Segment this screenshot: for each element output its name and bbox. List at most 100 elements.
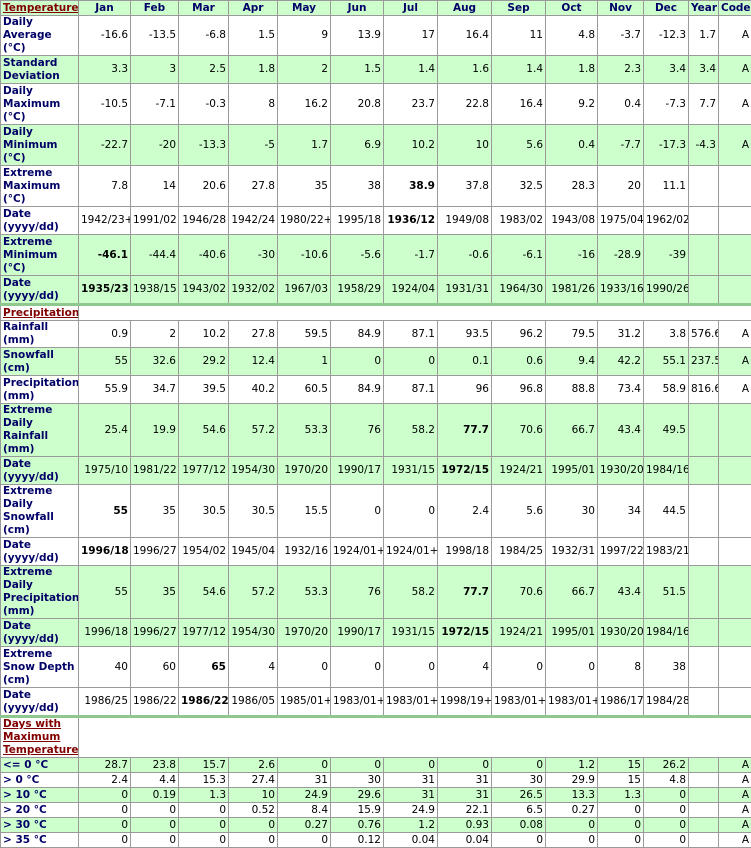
code-cell: [719, 404, 751, 457]
row-label: > 35 °C: [1, 833, 79, 848]
value-cell: -6.1: [492, 235, 546, 276]
row-label: Date (yyyy/dd): [1, 276, 79, 305]
value-cell: 1970/20: [278, 619, 331, 647]
value-cell: 1.2: [384, 818, 438, 833]
value-cell: [689, 833, 719, 848]
value-cell: 1990/17: [331, 619, 384, 647]
value-cell: 31: [384, 788, 438, 803]
value-cell: 77.7: [438, 404, 492, 457]
value-cell: 16.4: [492, 84, 546, 125]
value-cell: 1943/08: [546, 207, 598, 235]
value-cell: -30: [229, 235, 278, 276]
value-cell: 0: [331, 485, 384, 538]
value-cell: 66.7: [546, 566, 598, 619]
code-cell: A: [719, 818, 751, 833]
value-cell: 0: [79, 818, 131, 833]
section-filler: [79, 305, 751, 321]
value-cell: 27.8: [229, 321, 278, 348]
value-cell: 54.6: [179, 566, 229, 619]
value-cell: 0.4: [598, 84, 644, 125]
value-cell: [689, 773, 719, 788]
value-cell: 31.2: [598, 321, 644, 348]
row-label: Daily Maximum (°C): [1, 84, 79, 125]
value-cell: -16: [546, 235, 598, 276]
value-cell: [689, 235, 719, 276]
value-cell: 0: [229, 833, 278, 848]
value-cell: 20: [598, 166, 644, 207]
value-cell: 4: [229, 647, 278, 688]
row-label: > 10 °C: [1, 788, 79, 803]
value-cell: 0: [384, 647, 438, 688]
value-cell: 0.4: [546, 125, 598, 166]
value-cell: 10: [229, 788, 278, 803]
value-cell: 7.8: [79, 166, 131, 207]
value-cell: 8: [598, 647, 644, 688]
value-cell: 37.8: [438, 166, 492, 207]
code-cell: [719, 688, 751, 717]
value-cell: 79.5: [546, 321, 598, 348]
value-cell: 1946/28: [179, 207, 229, 235]
value-cell: 0: [179, 803, 229, 818]
value-cell: 20.8: [331, 84, 384, 125]
value-cell: 20.6: [179, 166, 229, 207]
code-cell: [719, 457, 751, 485]
value-cell: 1972/15: [438, 619, 492, 647]
column-header: Nov: [598, 1, 644, 16]
value-cell: 5.6: [492, 485, 546, 538]
value-cell: 1924/01+: [331, 538, 384, 566]
code-cell: A: [719, 125, 751, 166]
value-cell: 4: [438, 647, 492, 688]
value-cell: 1984/16: [644, 619, 689, 647]
code-cell: A: [719, 56, 751, 84]
value-cell: [689, 788, 719, 803]
value-cell: [689, 485, 719, 538]
value-cell: -28.9: [598, 235, 644, 276]
value-cell: 55: [79, 566, 131, 619]
value-cell: 55: [79, 348, 131, 376]
value-cell: 60: [131, 647, 179, 688]
value-cell: 0: [278, 758, 331, 773]
value-cell: 31: [384, 773, 438, 788]
row-label: > 30 °C: [1, 818, 79, 833]
value-cell: 38: [331, 166, 384, 207]
value-cell: 96.2: [492, 321, 546, 348]
value-cell: 0: [644, 803, 689, 818]
value-cell: 55: [79, 485, 131, 538]
code-cell: A: [719, 348, 751, 376]
record-value: 1996/18: [81, 545, 129, 557]
value-cell: 32.5: [492, 166, 546, 207]
value-cell: 1997/22: [598, 538, 644, 566]
row-label: Extreme Daily Rainfall (mm): [1, 404, 79, 457]
column-header: Sep: [492, 1, 546, 16]
value-cell: 57.2: [229, 566, 278, 619]
value-cell: -5: [229, 125, 278, 166]
value-cell: 23.7: [384, 84, 438, 125]
value-cell: 3.3: [79, 56, 131, 84]
value-cell: 0: [644, 818, 689, 833]
value-cell: 1.3: [598, 788, 644, 803]
value-cell: [689, 688, 719, 717]
value-cell: 87.1: [384, 321, 438, 348]
value-cell: 1954/30: [229, 457, 278, 485]
code-cell: A: [719, 788, 751, 803]
value-cell: 39.5: [179, 376, 229, 404]
value-cell: -10.5: [79, 84, 131, 125]
record-value: 1935/23: [81, 283, 129, 295]
value-cell: 0: [598, 833, 644, 848]
value-cell: 13.9: [331, 16, 384, 56]
value-cell: 0: [492, 758, 546, 773]
value-cell: 1986/05: [229, 688, 278, 717]
value-cell: 34: [598, 485, 644, 538]
value-cell: 1945/04: [229, 538, 278, 566]
row-label: Extreme Snow Depth (cm): [1, 647, 79, 688]
code-cell: A: [719, 376, 751, 404]
value-cell: 1924/04: [384, 276, 438, 305]
value-cell: 2.5: [179, 56, 229, 84]
value-cell: 1936/12: [384, 207, 438, 235]
